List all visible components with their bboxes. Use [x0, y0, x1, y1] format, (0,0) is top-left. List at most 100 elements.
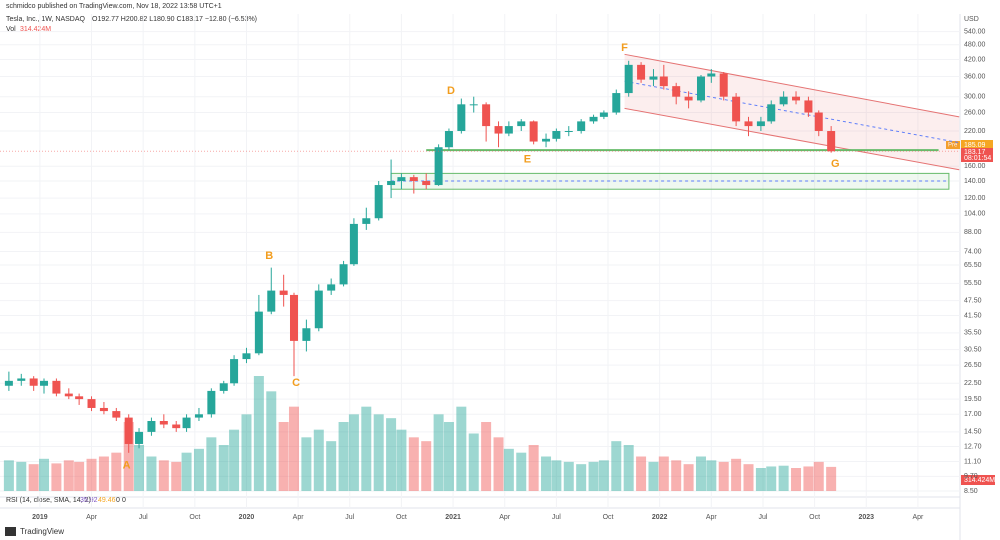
y-tick-label: 88.00: [964, 229, 982, 236]
candle-body: [314, 290, 323, 329]
y-tick-label: 480.00: [964, 42, 986, 49]
price-badge: 183.17: [964, 149, 986, 156]
volume-bar: [301, 437, 312, 491]
candle-body: [75, 396, 84, 400]
volume-bar: [3, 460, 14, 491]
candle-body: [814, 112, 823, 132]
volume-bar: [648, 461, 659, 491]
volume-bar: [348, 414, 359, 491]
volume-bar: [51, 463, 62, 491]
y-tick-label: 160.00: [964, 163, 986, 170]
volume-bar: [755, 468, 766, 491]
volume-bar: [123, 422, 134, 491]
volume-bar: [396, 429, 407, 491]
volume-bar: [706, 460, 717, 491]
candle-body: [242, 353, 251, 360]
rsi-value: 0: [122, 497, 126, 504]
volume-bar: [408, 437, 419, 491]
candle-body: [302, 328, 311, 341]
candle-body: [194, 414, 203, 418]
y-tick-label: 17.00: [964, 411, 982, 418]
channel-upper: [624, 53, 960, 118]
candle-body: [230, 359, 239, 384]
volume-bar: [433, 414, 444, 491]
currency: USD: [964, 16, 979, 23]
volume-bar: [361, 406, 372, 491]
candle-body: [564, 131, 573, 133]
volume-bar: [503, 448, 514, 491]
candle-body: [219, 383, 228, 391]
volume-bar: [229, 429, 240, 491]
annotation: D: [447, 85, 455, 97]
candle-body: [254, 311, 263, 354]
x-tick-label: Jul: [345, 514, 354, 521]
volume-bar: [28, 464, 39, 491]
volume-bar: [373, 414, 384, 491]
volume-bar: [443, 422, 454, 491]
volume-bar: [181, 452, 192, 491]
candle-body: [792, 96, 801, 101]
candle-body: [517, 121, 526, 127]
volume-bar: [74, 461, 85, 491]
volume-bar: [803, 466, 814, 491]
candle-body: [29, 378, 38, 386]
x-tick-label: Apr: [912, 514, 924, 521]
candle-body: [339, 264, 348, 285]
candle-body: [409, 177, 418, 182]
y-tick-label: 65.50: [964, 262, 982, 269]
y-tick-label: 26.50: [964, 362, 982, 369]
candle-body: [672, 86, 681, 97]
candle-body: [779, 96, 788, 105]
candle-body: [99, 407, 108, 412]
candle-body: [589, 116, 598, 122]
candle-body: [469, 104, 478, 106]
volume-bar: [468, 433, 479, 491]
volume-bar: [778, 465, 789, 491]
candle-body: [289, 294, 298, 341]
volume-bar: [576, 464, 587, 491]
volume-bar: [695, 456, 706, 491]
candle-body: [172, 424, 181, 429]
volume-bar: [386, 418, 397, 491]
y-tick-label: 260.00: [964, 109, 986, 116]
volume-bar: [658, 456, 669, 491]
candle-body: [482, 104, 491, 127]
candle-body: [40, 380, 49, 386]
volume-bar: [826, 466, 837, 491]
y-tick-label: 41.50: [964, 312, 982, 319]
volume-bar: [766, 466, 777, 491]
volume-bar: [134, 445, 145, 491]
volume-bar: [743, 464, 754, 491]
x-tick-label: Apr: [499, 514, 511, 521]
x-tick-label: Oct: [189, 514, 200, 521]
candle-body: [17, 378, 26, 381]
candle-body: [374, 185, 383, 219]
candle-body: [756, 121, 765, 127]
volume-bar: [63, 460, 74, 491]
countdown: 08:01:54: [964, 155, 991, 162]
volume-badge-box: [961, 475, 995, 485]
candle-body: [4, 380, 13, 386]
volume-bar: [516, 452, 527, 491]
volume-bar: [266, 391, 277, 491]
candle-body: [349, 223, 358, 265]
volume-bar: [171, 461, 182, 491]
volume-bar: [86, 458, 97, 491]
volume-bar: [278, 422, 289, 491]
volume-bar: [731, 458, 742, 491]
volume-bar: [111, 452, 122, 491]
annotation: B: [265, 250, 273, 262]
candle-body: [207, 390, 216, 415]
rsi-value: 49.46: [98, 497, 116, 504]
volume-bar: [241, 414, 252, 491]
y-tick-label: 104.00: [964, 211, 986, 218]
volume-bar: [528, 445, 539, 491]
annotation: A: [123, 459, 131, 471]
annotation: G: [831, 158, 840, 170]
volume-bar: [588, 461, 599, 491]
candle-body: [804, 100, 813, 113]
candle-body: [684, 96, 693, 101]
volume-title: Vol: [6, 26, 16, 33]
pre-price: 185.09: [964, 142, 986, 149]
candle-body: [397, 177, 406, 182]
